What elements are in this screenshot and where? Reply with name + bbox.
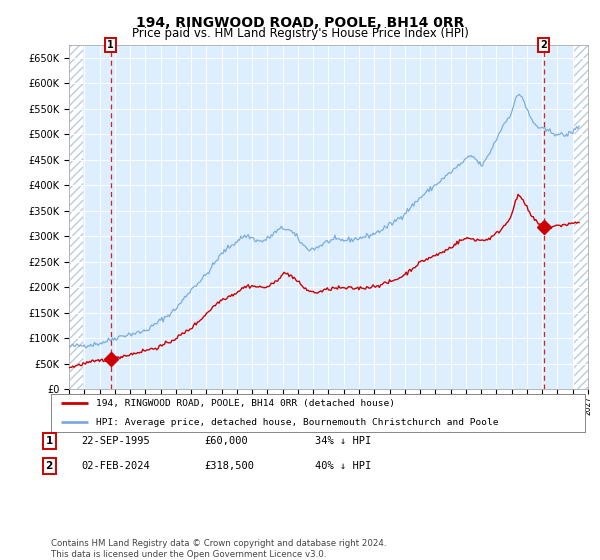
Text: 22-SEP-1995: 22-SEP-1995: [81, 436, 150, 446]
Text: 2: 2: [540, 40, 547, 50]
Text: 2: 2: [46, 461, 53, 471]
Bar: [69, 45, 83, 389]
Bar: [574, 45, 588, 389]
Text: 02-FEB-2024: 02-FEB-2024: [81, 461, 150, 471]
Text: 40% ↓ HPI: 40% ↓ HPI: [315, 461, 371, 471]
Text: Contains HM Land Registry data © Crown copyright and database right 2024.
This d: Contains HM Land Registry data © Crown c…: [51, 539, 386, 559]
Bar: [69, 45, 83, 389]
Text: £318,500: £318,500: [204, 461, 254, 471]
Text: £60,000: £60,000: [204, 436, 248, 446]
Text: Price paid vs. HM Land Registry's House Price Index (HPI): Price paid vs. HM Land Registry's House …: [131, 27, 469, 40]
Text: 1: 1: [46, 436, 53, 446]
Text: HPI: Average price, detached house, Bournemouth Christchurch and Poole: HPI: Average price, detached house, Bour…: [97, 418, 499, 427]
Text: 1: 1: [107, 40, 114, 50]
Text: 194, RINGWOOD ROAD, POOLE, BH14 0RR (detached house): 194, RINGWOOD ROAD, POOLE, BH14 0RR (det…: [97, 399, 395, 408]
Text: 194, RINGWOOD ROAD, POOLE, BH14 0RR: 194, RINGWOOD ROAD, POOLE, BH14 0RR: [136, 16, 464, 30]
Text: 34% ↓ HPI: 34% ↓ HPI: [315, 436, 371, 446]
Bar: [574, 45, 588, 389]
